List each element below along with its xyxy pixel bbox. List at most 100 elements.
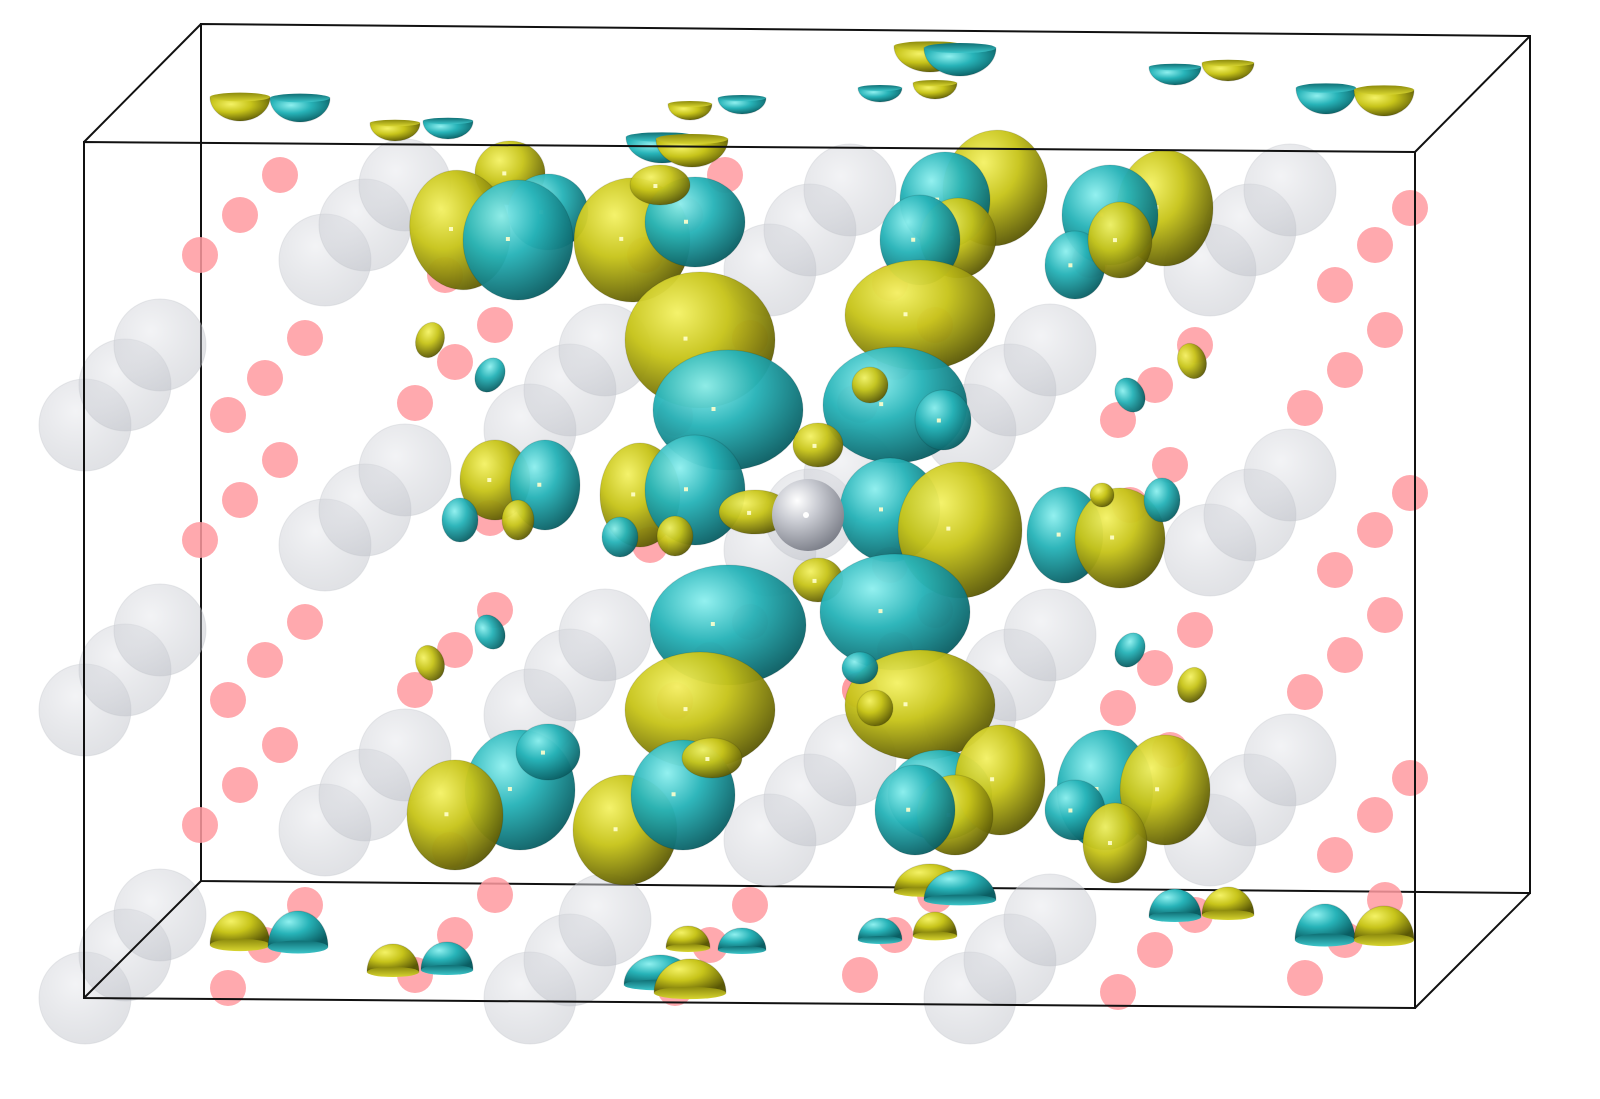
- small-atom: [477, 877, 513, 913]
- lobe-specular-highlight: [903, 312, 908, 317]
- large-atom: [358, 423, 452, 517]
- small-atom: [1357, 227, 1393, 263]
- small-atom: [1177, 612, 1213, 648]
- lobe-specular-highlight: [906, 807, 911, 812]
- lobe-specular-highlight: [684, 219, 688, 224]
- lobe-specular-highlight: [537, 482, 542, 487]
- negative-half-lobe: [857, 917, 903, 941]
- positive-half-lobe: [1353, 89, 1415, 117]
- negative-half-lobe: [923, 869, 997, 901]
- half-lobe-cap: [270, 93, 330, 103]
- half-lobe-cap: [1296, 83, 1356, 93]
- small-atom: [1137, 650, 1173, 686]
- half-lobe-cap: [1149, 63, 1201, 71]
- half-lobe-cap: [718, 95, 766, 101]
- small-atom: [1357, 797, 1393, 833]
- small-atom: [262, 157, 298, 193]
- half-lobe-cap: [718, 946, 766, 954]
- positive-lobe: [681, 737, 743, 779]
- positive-half-lobe: [366, 943, 420, 973]
- small-atom: [182, 237, 218, 273]
- small-atom: [1367, 312, 1403, 348]
- small-atom: [1287, 674, 1323, 710]
- lobe-specular-highlight: [812, 578, 817, 583]
- lobe-specular-highlight: [502, 171, 507, 176]
- negative-lobe: [1114, 632, 1146, 668]
- lobe-specular-highlight: [684, 487, 688, 492]
- small-atom: [222, 482, 258, 518]
- half-lobe-cap: [1202, 909, 1254, 921]
- positive-lobe: [1087, 201, 1153, 279]
- lobe-specular-highlight: [683, 336, 688, 341]
- half-lobe-cap: [858, 85, 902, 91]
- small-atom: [1100, 974, 1136, 1010]
- small-atom: [210, 970, 246, 1006]
- small-atom: [1367, 597, 1403, 633]
- lobe-specular-highlight: [1155, 787, 1160, 792]
- small-atom: [397, 385, 433, 421]
- lobe-specular-highlight: [619, 236, 624, 241]
- large-atom: [558, 588, 652, 682]
- negative-lobe: [474, 357, 506, 393]
- small-atom: [1152, 447, 1188, 483]
- positive-lobe: [501, 499, 535, 541]
- lobe-specular-highlight: [1094, 787, 1099, 791]
- positive-half-lobe: [653, 958, 727, 994]
- lobe-specular-highlight: [747, 510, 752, 515]
- positive-lobe: [406, 759, 504, 871]
- half-lobe-cap: [423, 117, 473, 125]
- small-atom: [262, 442, 298, 478]
- lobe-specular-highlight: [911, 237, 916, 242]
- lobe-specular-highlight: [705, 757, 710, 761]
- lobe-specular-highlight: [1107, 841, 1112, 845]
- negative-lobe: [1114, 377, 1146, 413]
- negative-half-lobe: [1148, 888, 1202, 918]
- small-atom: [1287, 390, 1323, 426]
- positive-lobe: [1074, 487, 1166, 589]
- small-atom: [262, 727, 298, 763]
- positive-lobe: [792, 422, 844, 468]
- positive-half-lobe: [209, 910, 271, 946]
- large-atom: [113, 583, 207, 677]
- negative-half-lobe: [857, 87, 903, 103]
- lobe-specular-highlight: [631, 492, 636, 497]
- lobe-specular-highlight: [711, 407, 716, 411]
- half-lobe-cap: [666, 944, 710, 952]
- small-atom: [1392, 475, 1428, 511]
- negative-lobe: [1143, 477, 1181, 523]
- negative-lobe: [474, 614, 506, 650]
- negative-half-lobe: [420, 941, 474, 971]
- lobe-specular-highlight: [444, 812, 449, 817]
- lobe-specular-highlight: [449, 227, 453, 231]
- positive-lobe: [856, 689, 894, 727]
- small-atom: [182, 522, 218, 558]
- lobe-specular-highlight: [878, 609, 883, 614]
- positive-lobe: [629, 164, 691, 206]
- lobe-specular-highlight: [879, 402, 884, 407]
- half-lobe-cap: [656, 133, 728, 145]
- large-atom: [803, 143, 897, 237]
- positive-half-lobe: [209, 96, 271, 122]
- small-atom: [842, 957, 878, 993]
- half-lobe-cap: [1202, 59, 1254, 67]
- lobe-specular-highlight: [946, 526, 951, 531]
- small-atom: [182, 807, 218, 843]
- small-atom: [1392, 760, 1428, 796]
- half-lobe-cap: [913, 931, 957, 941]
- positive-half-lobe: [369, 122, 421, 142]
- large-atom: [558, 873, 652, 967]
- lobe-specular-highlight: [710, 622, 715, 626]
- small-atom: [247, 360, 283, 396]
- lobe-specular-highlight: [812, 443, 817, 448]
- half-lobe-cap: [924, 894, 996, 906]
- negative-lobe: [462, 179, 574, 301]
- positive-lobe: [1119, 734, 1211, 846]
- small-atom: [247, 642, 283, 678]
- positive-lobe: [851, 366, 889, 404]
- central-atom-highlight: [803, 512, 809, 518]
- small-atom: [287, 604, 323, 640]
- positive-lobe: [1176, 342, 1208, 380]
- half-lobe-cap: [858, 936, 902, 944]
- lobe-specular-highlight: [653, 184, 658, 188]
